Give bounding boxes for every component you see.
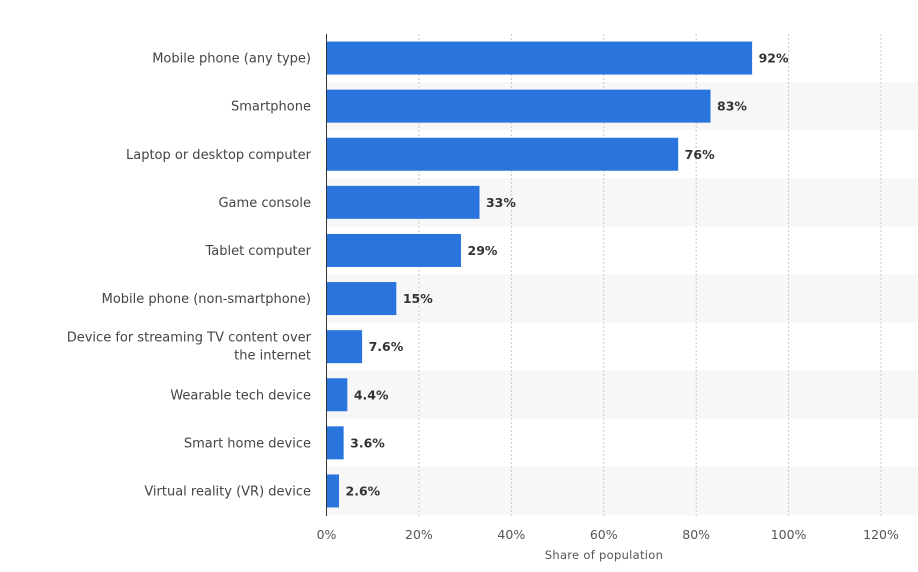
value-label: 3.6% [350, 435, 385, 450]
category-label: Tablet computer [204, 244, 311, 259]
x-tick-label: 20% [405, 527, 433, 542]
bar [327, 233, 462, 267]
category-label: Virtual reality (VR) device [144, 484, 311, 499]
value-label: 83% [717, 99, 747, 114]
category-label: Game console [218, 196, 311, 211]
bar [327, 282, 397, 316]
x-tick-label: 40% [497, 527, 525, 542]
row-bands [326, 82, 918, 515]
category-label: Smart home device [184, 436, 311, 451]
x-tick-label: 120% [863, 527, 899, 542]
row-band [326, 274, 918, 323]
value-label: 76% [685, 147, 715, 162]
bars [327, 41, 753, 508]
category-label: Mobile phone (non-smartphone) [102, 292, 311, 307]
category-label: Device for streaming TV content over the … [67, 331, 312, 364]
row-band [326, 466, 918, 515]
bar [327, 137, 679, 171]
bar [327, 185, 480, 219]
x-tick-label: 100% [771, 527, 807, 542]
category-labels: Mobile phone (any type) Smartphone Laptop … [67, 52, 312, 500]
x-axis-ticks: 0% 20% 40% 60% 80% 100% 120% [317, 527, 899, 542]
value-label: 15% [403, 291, 433, 306]
x-tick-label: 80% [682, 527, 710, 542]
bar [327, 330, 363, 364]
x-tick-label: 0% [317, 527, 337, 542]
bar [327, 426, 344, 460]
value-label: 7.6% [369, 339, 404, 354]
value-label: 2.6% [346, 483, 381, 498]
value-label: 4.4% [354, 387, 389, 402]
value-label: 29% [468, 243, 498, 258]
category-label: Laptop or desktop computer [126, 148, 312, 163]
bar [327, 474, 340, 508]
value-label: 92% [759, 51, 789, 66]
row-band [326, 370, 918, 419]
bar [327, 89, 711, 123]
x-axis-title: Share of population [545, 548, 663, 562]
category-label: Smartphone [231, 100, 311, 115]
value-labels: 92% 83% 76% 33% 29% 15% 7.6% 4.4% 3.6% 2.6% [346, 51, 789, 499]
category-label: Mobile phone (any type) [152, 52, 311, 67]
bar [327, 378, 348, 412]
x-tick-label: 60% [590, 527, 618, 542]
value-label: 33% [486, 195, 516, 210]
category-label: Wearable tech device [170, 388, 311, 403]
bar [327, 41, 753, 75]
